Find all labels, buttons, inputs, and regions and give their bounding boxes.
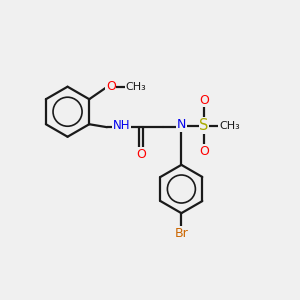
Text: N: N — [177, 118, 186, 131]
Text: NH: NH — [113, 119, 130, 132]
Text: Br: Br — [175, 227, 188, 240]
Text: O: O — [106, 80, 116, 93]
Text: O: O — [136, 148, 146, 161]
Text: CH₃: CH₃ — [125, 82, 146, 92]
Text: S: S — [200, 118, 209, 133]
Text: O: O — [199, 145, 209, 158]
Text: O: O — [199, 94, 209, 106]
Text: CH₃: CH₃ — [219, 121, 240, 131]
